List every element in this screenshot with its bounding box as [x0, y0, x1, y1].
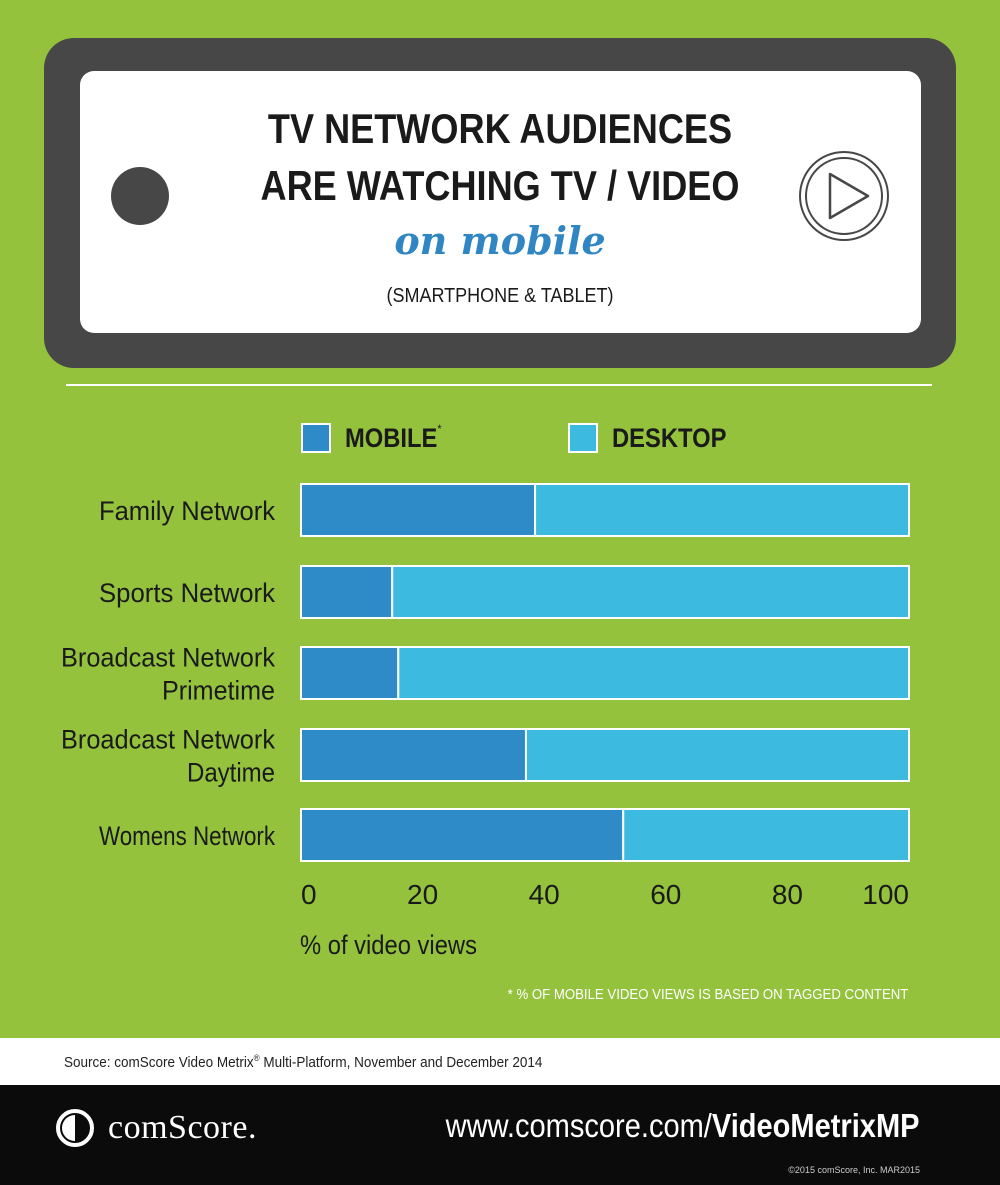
- bar-mobile-4: [300, 808, 625, 862]
- source-text: Source: comScore Video Metrix® Multi-Pla…: [64, 1053, 543, 1071]
- bar-desktop-2: [397, 646, 910, 700]
- legend-label-desktop: DESKTOP: [612, 422, 727, 453]
- bar-desktop-0: [534, 483, 911, 537]
- bar-mobile-1: [300, 565, 394, 619]
- legend-item-desktop: DESKTOP: [568, 420, 742, 456]
- comscore-logo-icon: [56, 1109, 94, 1147]
- title-line-1: TV NETWORK AUDIENCES: [267, 105, 733, 152]
- category-label-4-0: Womens Network: [99, 821, 275, 851]
- bar-mobile-2: [300, 646, 400, 700]
- bar-mobile-3: [300, 728, 527, 782]
- x-tick-label-20: 20: [407, 879, 438, 910]
- footnote: * % OF MOBILE VIDEO VIEWS IS BASED ON TA…: [507, 986, 908, 1003]
- footer: comScore. www.comscore.com/VideoMetrixMP…: [0, 1085, 1000, 1185]
- x-tick-label-60: 60: [650, 879, 681, 910]
- bar-desktop-3: [524, 728, 911, 782]
- footer-url[interactable]: www.comscore.com/VideoMetrixMP: [446, 1107, 920, 1144]
- copyright: ©2015 comScore, Inc. MAR2015: [788, 1165, 920, 1175]
- category-label-2-0: Broadcast Network: [61, 643, 275, 673]
- legend-item-mobile: MOBILE*: [301, 420, 455, 456]
- legend-label-mobile: MOBILE*: [345, 422, 442, 453]
- phone-screen: [80, 71, 921, 333]
- category-label-0-0: Family Network: [99, 496, 275, 526]
- x-tick-label-40: 40: [529, 879, 560, 910]
- x-tick-label-100: 100: [862, 879, 909, 910]
- stacked-bar-chart: Family Network Sports Network Broadcast Ne…: [61, 483, 911, 910]
- x-axis-title: % of video views: [300, 930, 477, 960]
- comscore-logo: comScore.: [56, 1109, 257, 1147]
- bar-mobile-0: [300, 483, 537, 537]
- category-label-3-0: Broadcast Network: [61, 725, 275, 755]
- x-tick-label-0: 0: [301, 879, 317, 910]
- category-label-2-1: Primetime: [162, 676, 275, 706]
- title-line-2: ARE WATCHING TV / VIDEO: [260, 162, 740, 209]
- divider: [66, 384, 932, 386]
- source-band: Source: comScore Video Metrix® Multi-Pla…: [0, 1038, 1000, 1085]
- bar-desktop-1: [391, 565, 910, 619]
- legend-swatch-mobile: [301, 423, 331, 453]
- category-label-3-1: Daytime: [187, 758, 275, 788]
- play-icon: [799, 151, 889, 241]
- subtitle: (SMARTPHONE & TABLET): [386, 285, 614, 307]
- category-label-1-0: Sports Network: [99, 578, 275, 608]
- camera-icon: [111, 167, 169, 225]
- x-tick-label-80: 80: [772, 879, 803, 910]
- title-line-3: on mobile: [394, 218, 606, 263]
- legend-swatch-desktop: [568, 423, 598, 453]
- logo-text: comScore.: [108, 1109, 257, 1146]
- bar-desktop-4: [622, 808, 910, 862]
